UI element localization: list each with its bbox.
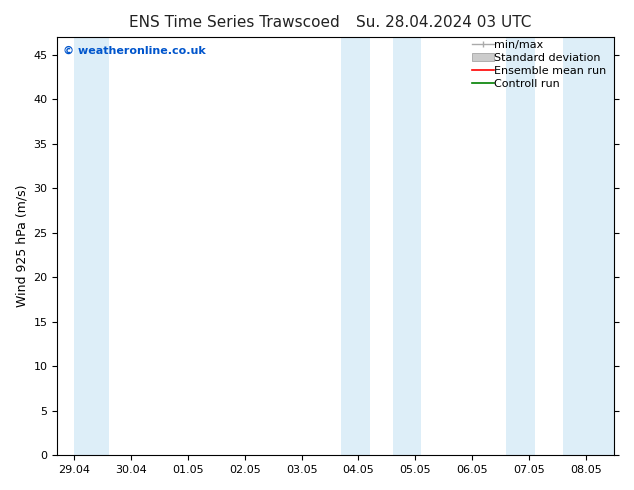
Bar: [506, 37, 534, 455]
Text: Su. 28.04.2024 03 UTC: Su. 28.04.2024 03 UTC: [356, 15, 531, 30]
Bar: [563, 37, 614, 455]
Text: © weatheronline.co.uk: © weatheronline.co.uk: [63, 46, 205, 55]
Y-axis label: Wind 925 hPa (m/s): Wind 925 hPa (m/s): [15, 185, 28, 307]
Bar: [392, 37, 421, 455]
Text: ENS Time Series Trawscoed: ENS Time Series Trawscoed: [129, 15, 340, 30]
Legend: min/max, Standard deviation, Ensemble mean run, Controll run: min/max, Standard deviation, Ensemble me…: [472, 40, 611, 89]
Bar: [342, 37, 370, 455]
Bar: [74, 37, 108, 455]
